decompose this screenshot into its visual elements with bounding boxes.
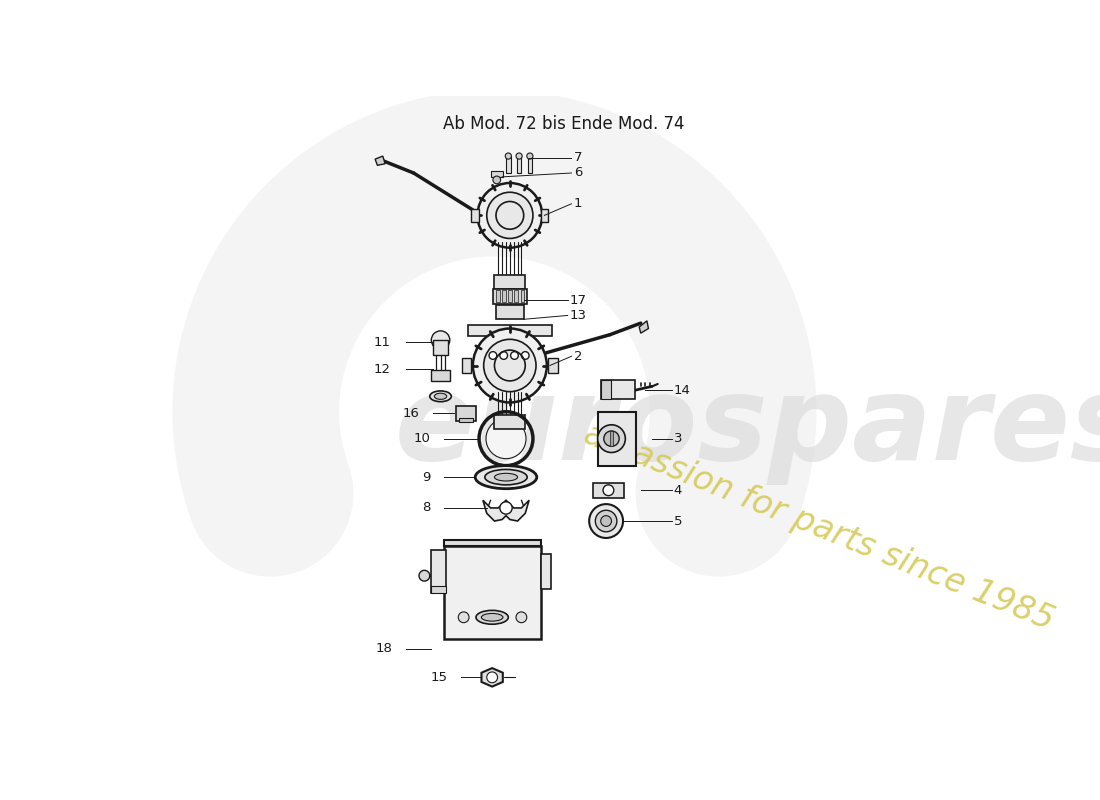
Text: 16: 16: [403, 406, 419, 420]
Text: a passion for parts since 1985: a passion for parts since 1985: [580, 418, 1059, 637]
Bar: [541, 209, 549, 222]
Bar: [491, 170, 503, 177]
Bar: [493, 289, 527, 304]
Polygon shape: [639, 321, 649, 333]
Polygon shape: [483, 500, 529, 521]
Text: 14: 14: [674, 384, 691, 397]
Circle shape: [597, 425, 625, 453]
Bar: [433, 340, 449, 355]
Bar: [430, 586, 446, 593]
Text: 2: 2: [574, 350, 582, 362]
Text: 1: 1: [574, 198, 582, 210]
Ellipse shape: [430, 391, 451, 402]
Text: eurospares: eurospares: [395, 370, 1100, 485]
Text: 7: 7: [574, 151, 582, 164]
Text: 13: 13: [570, 309, 587, 322]
Ellipse shape: [476, 610, 508, 624]
Circle shape: [477, 183, 542, 248]
Bar: [431, 370, 450, 381]
Circle shape: [499, 352, 507, 359]
Circle shape: [603, 485, 614, 496]
Text: 11: 11: [374, 336, 390, 349]
Text: 15: 15: [430, 671, 448, 684]
Bar: [520, 290, 525, 302]
Circle shape: [505, 153, 512, 159]
Bar: [430, 550, 446, 593]
Bar: [444, 540, 541, 546]
Text: 3: 3: [674, 432, 682, 445]
Text: 12: 12: [374, 363, 390, 376]
Text: 18: 18: [375, 642, 392, 655]
Circle shape: [486, 672, 497, 682]
Polygon shape: [482, 668, 503, 686]
Bar: [597, 412, 636, 466]
Circle shape: [419, 570, 430, 581]
Bar: [496, 290, 499, 302]
Text: 6: 6: [574, 166, 582, 179]
Bar: [601, 380, 612, 399]
Bar: [541, 554, 551, 589]
Bar: [459, 418, 473, 422]
Ellipse shape: [482, 614, 503, 621]
Bar: [462, 358, 472, 373]
Circle shape: [484, 339, 536, 392]
Bar: [495, 414, 526, 429]
Text: 5: 5: [674, 514, 682, 527]
Circle shape: [601, 516, 612, 526]
Bar: [444, 546, 541, 639]
Ellipse shape: [495, 474, 517, 481]
Circle shape: [486, 418, 526, 458]
Circle shape: [473, 329, 547, 402]
Text: 8: 8: [422, 502, 430, 514]
Circle shape: [490, 352, 497, 359]
Circle shape: [510, 352, 518, 359]
Bar: [496, 306, 524, 319]
Circle shape: [527, 153, 534, 159]
Bar: [508, 290, 513, 302]
Ellipse shape: [485, 470, 527, 485]
Bar: [472, 209, 480, 222]
Text: 10: 10: [414, 432, 430, 445]
Circle shape: [486, 192, 534, 238]
Bar: [528, 156, 532, 173]
Circle shape: [521, 352, 529, 359]
Text: 4: 4: [674, 484, 682, 497]
Polygon shape: [375, 156, 385, 166]
Bar: [506, 156, 510, 173]
Text: Ab Mod. 72 bis Ende Mod. 74: Ab Mod. 72 bis Ende Mod. 74: [443, 115, 684, 134]
Ellipse shape: [475, 466, 537, 489]
Bar: [468, 326, 552, 336]
Bar: [517, 156, 521, 173]
Text: 17: 17: [570, 294, 587, 306]
Circle shape: [590, 504, 623, 538]
Bar: [515, 290, 518, 302]
Bar: [609, 431, 613, 446]
Circle shape: [431, 331, 450, 350]
Circle shape: [516, 612, 527, 622]
Circle shape: [604, 431, 619, 446]
Circle shape: [595, 510, 617, 532]
Bar: [601, 380, 636, 399]
Bar: [593, 482, 624, 498]
Circle shape: [499, 502, 513, 514]
Bar: [495, 274, 526, 289]
Bar: [502, 290, 506, 302]
Circle shape: [516, 153, 522, 159]
Ellipse shape: [434, 394, 447, 399]
Circle shape: [493, 176, 500, 184]
Circle shape: [459, 612, 469, 622]
Bar: [455, 406, 476, 421]
Text: 9: 9: [422, 470, 430, 484]
Bar: [548, 358, 558, 373]
